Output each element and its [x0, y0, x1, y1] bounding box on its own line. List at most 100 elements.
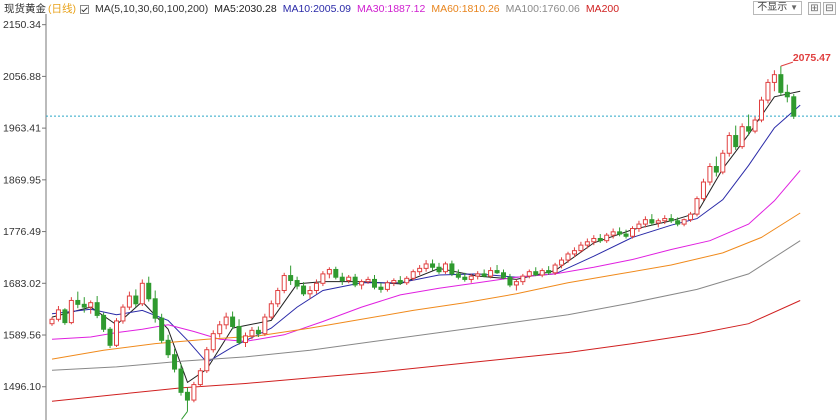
display-select[interactable]: 不显示 ▼ [753, 1, 802, 15]
candle [771, 70, 777, 92]
zoom-icon: ⊟ [825, 2, 834, 14]
candle-body [178, 368, 184, 393]
candle [365, 276, 371, 284]
candle [778, 66, 784, 96]
ma-params: MA(5,10,30,60,100,200) [95, 3, 209, 15]
candle-body [243, 335, 248, 344]
candle-body [294, 280, 300, 287]
zoom-button[interactable]: ⊟ [823, 1, 836, 15]
candle [630, 226, 635, 239]
candle [320, 271, 326, 287]
candle [243, 332, 248, 347]
candle-body [539, 270, 545, 276]
candle [88, 300, 94, 314]
candle [417, 265, 423, 276]
candle-body [597, 237, 603, 242]
y-tick-label: 1963.41 [3, 123, 41, 135]
candle [533, 267, 539, 277]
candle-body [68, 299, 74, 324]
candle-body [94, 302, 100, 316]
candle [210, 330, 216, 353]
candle-body [733, 135, 739, 148]
candle [449, 260, 455, 277]
candle [584, 238, 590, 249]
candle-body [88, 302, 94, 308]
candle [681, 218, 687, 227]
candle-body [255, 329, 261, 335]
candle-body [642, 219, 648, 225]
candle-body [655, 220, 661, 224]
candle [133, 289, 139, 308]
candle [249, 327, 255, 340]
ma5-line [51, 90, 801, 384]
ma10-line [51, 104, 801, 364]
candle [655, 218, 661, 228]
candle-body [442, 263, 448, 273]
ma-checkbox[interactable] [80, 4, 89, 14]
candle-body [236, 325, 242, 344]
candle-body [159, 317, 165, 341]
candle [217, 320, 223, 338]
candle-body [765, 81, 771, 101]
candle-body [675, 220, 681, 225]
candle [688, 211, 694, 222]
candle-body [146, 282, 152, 300]
candle [726, 132, 732, 157]
candle-body [114, 320, 119, 346]
candle [262, 313, 268, 336]
candle-body [391, 280, 397, 284]
candle [733, 125, 739, 150]
candle [507, 273, 513, 288]
candle-body [501, 272, 506, 278]
candle-body [62, 309, 68, 324]
candle [759, 96, 764, 123]
candle-body [636, 223, 642, 230]
candle-body [81, 303, 87, 308]
candle-body [494, 270, 500, 274]
candle [765, 79, 771, 104]
candle-body [604, 234, 610, 242]
fullscreen-button[interactable]: ⊞ [808, 1, 821, 15]
candle [62, 308, 68, 325]
candle-body [455, 273, 461, 278]
candle-body [584, 241, 590, 246]
candle-body [217, 324, 223, 335]
candle-body [49, 318, 55, 325]
candle-body [449, 263, 455, 275]
candle [610, 228, 616, 239]
candle [649, 214, 655, 226]
candle-body [275, 289, 281, 305]
candle [591, 235, 597, 246]
candle [397, 276, 403, 285]
candle [739, 123, 745, 149]
ma10-value: MA10:2005.09 [282, 3, 352, 15]
candle [346, 275, 352, 284]
candle [81, 297, 87, 313]
candle-body [197, 370, 203, 386]
candle-body [700, 181, 706, 200]
y-tick-label: 1869.95 [3, 174, 41, 186]
candle [423, 260, 429, 272]
candle [288, 265, 294, 285]
candle-body [55, 309, 61, 320]
candle [784, 84, 790, 103]
candle [720, 149, 726, 175]
candle-body [649, 219, 655, 224]
candle [604, 232, 610, 243]
candle [752, 116, 758, 134]
period-label[interactable]: (日线) [48, 3, 76, 15]
candle-body [249, 329, 255, 337]
candle-body [359, 281, 365, 286]
candle [139, 279, 145, 306]
candle [333, 266, 339, 280]
candle-body [101, 314, 107, 330]
candle-body [152, 298, 158, 319]
candle [539, 268, 545, 278]
candle-body [571, 250, 577, 255]
candle [675, 217, 681, 227]
candle-body [262, 316, 268, 335]
candle-body [591, 237, 597, 243]
candle [475, 271, 481, 280]
candle [372, 275, 377, 290]
candle-body [365, 278, 371, 283]
